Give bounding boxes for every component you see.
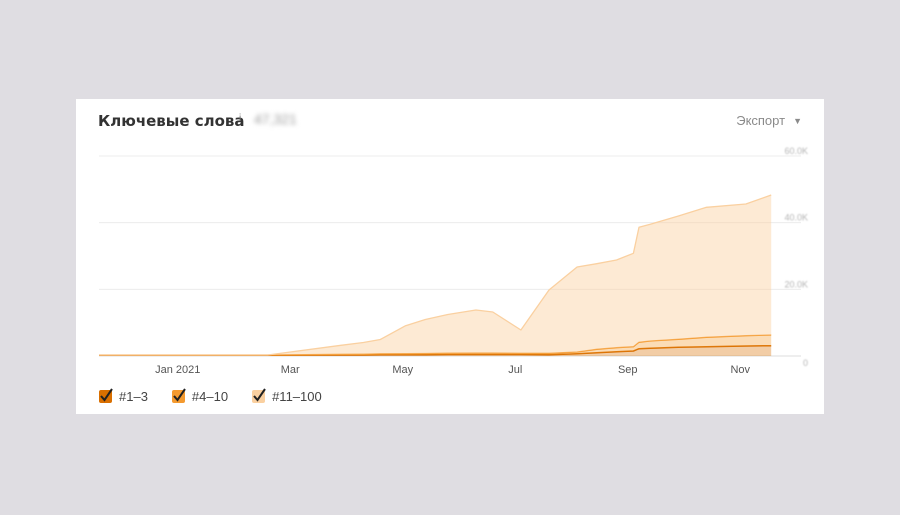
legend-label: #11–100 [272,389,322,404]
x-tick-label: Sep [618,364,638,376]
checkbox-icon[interactable] [171,388,186,403]
x-tick-label: Nov [730,364,750,376]
legend-label: #1–3 [119,389,148,404]
keywords-chart: 0 20.0K 40.0K 60.0K Jan 2021 Mar May Jul Sep Nov [99,146,808,376]
y-tick-label: 20.0K [784,279,808,289]
chevron-down-icon: ▼ [793,115,802,126]
x-tick-label: Mar [281,364,300,376]
series-line-2 [99,334,772,356]
widget-title: Ключевые слова [98,112,245,130]
keywords-total: 47,321 [254,111,297,127]
series-line-3 [99,194,772,356]
checkbox-icon[interactable] [99,388,113,403]
series-area-3 [99,195,772,355]
checkbox-icon[interactable] [252,388,266,403]
info-icon[interactable]: i [239,113,242,124]
series-line-1 [99,344,772,357]
legend-label: #4–10 [191,389,229,404]
y-tick-label: 0 [803,358,808,368]
y-tick-label: 40.0K [784,213,808,223]
export-label: Экспорт [736,113,786,128]
keywords-widget: 0 20.0K 40.0K 60.0K Jan 2021 Mar May Jul Sep Nov … [76,99,824,414]
legend-item-11-100[interactable]: #11–100 [252,388,322,404]
x-tick-label: Jul [508,364,522,376]
x-tick-label: Jan 2021 [155,364,200,376]
legend-item-1-3[interactable]: #1–3 [99,388,148,404]
legend-item-4-10[interactable]: #4–10 [171,388,229,404]
series-area-2 [99,335,772,356]
series-area-1 [99,345,772,356]
x-tick-label: May [392,364,413,376]
export-dropdown[interactable]: Экспорт ▼ [736,113,802,128]
chart-legend: #1–3 #4–10 #11–100 [99,388,322,404]
y-tick-label: 60.0K [784,146,808,156]
